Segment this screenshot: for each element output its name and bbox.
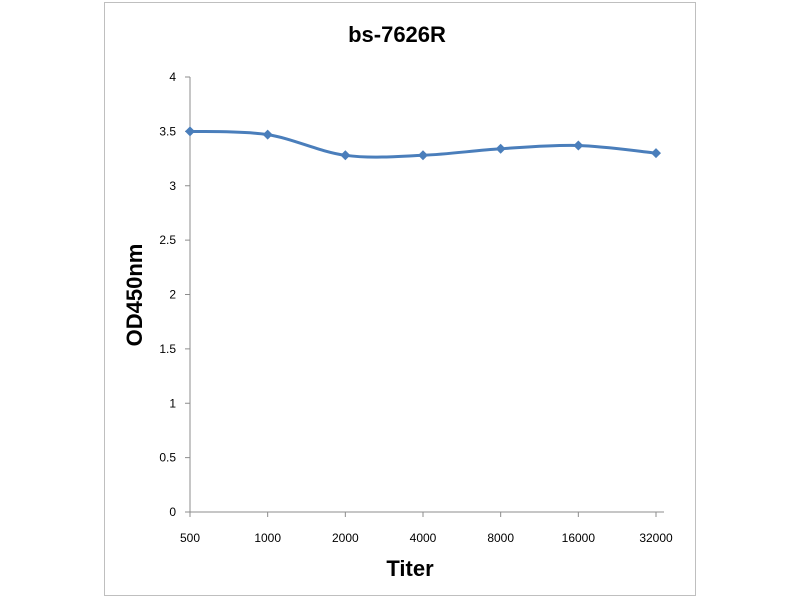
y-tick-label: 2 — [169, 288, 176, 302]
y-tick-label: 2.5 — [159, 233, 176, 247]
x-tick-label: 16000 — [562, 531, 596, 545]
data-point — [418, 150, 428, 161]
data-point — [340, 150, 351, 161]
x-tick-label: 1000 — [254, 531, 281, 545]
y-tick-label: 1.5 — [159, 342, 176, 356]
y-tick-label: 3.5 — [159, 124, 176, 138]
y-tick-label: 1 — [169, 396, 176, 410]
data-point — [495, 143, 506, 154]
axes — [189, 77, 664, 513]
x-axis-title: Titer — [386, 556, 434, 581]
x-tick-label: 2000 — [332, 531, 359, 545]
y-tick-label: 0 — [169, 505, 176, 519]
x-tick-label: 4000 — [410, 531, 437, 545]
chart-frame — [104, 2, 696, 596]
series-group — [185, 126, 661, 161]
data-point — [185, 126, 195, 137]
data-point — [651, 148, 661, 159]
y-tick-label: 0.5 — [159, 451, 176, 465]
y-tick-label: 3 — [169, 179, 176, 193]
x-ticks: 500 1000 2000 4000 8000 16000 32000 — [180, 512, 673, 545]
x-tick-label: 8000 — [487, 531, 514, 545]
x-tick-label: 32000 — [639, 531, 673, 545]
y-tick-label: 4 — [169, 70, 176, 84]
chart-title: bs-7626R — [348, 22, 446, 47]
y-axis-title: OD450nm — [122, 244, 147, 347]
y-ticks: 0 0.5 1 1.5 2 2.5 3 3.5 4 — [159, 70, 190, 519]
x-tick-label: 500 — [180, 531, 200, 545]
data-point — [262, 129, 273, 140]
y-axis-title-group: OD450nm — [122, 244, 147, 347]
data-point — [573, 140, 584, 151]
